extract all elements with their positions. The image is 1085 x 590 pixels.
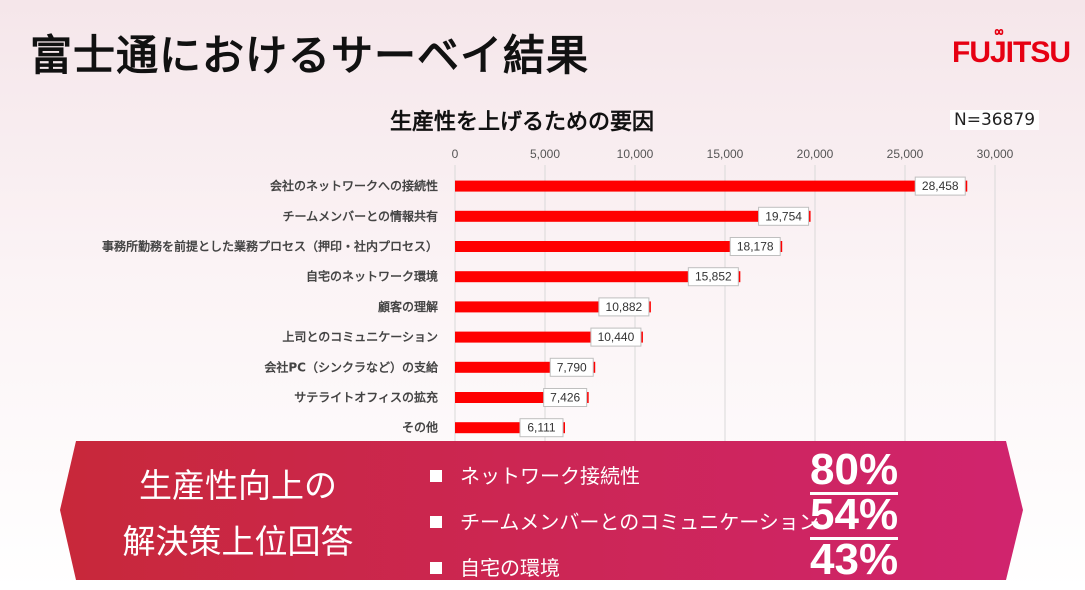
chart-title: 生産性を上げるための要因 <box>390 110 655 135</box>
data-label: 28,458 <box>922 179 959 193</box>
bar <box>455 180 968 192</box>
data-label-box <box>729 237 781 256</box>
bar <box>455 361 596 373</box>
data-label: 10,882 <box>606 300 643 314</box>
square-bullet-icon <box>430 561 442 574</box>
summary-heading-line2: 解決策上位回答 <box>122 522 354 561</box>
category-label: サテライトオフィスの拡充 <box>294 390 438 405</box>
category-label: チームメンバーとの情報共有 <box>282 208 438 223</box>
data-label: 7,426 <box>550 391 580 405</box>
summary-heading: 生産性向上の 解決策上位回答 <box>88 458 388 570</box>
data-label-box <box>549 357 594 377</box>
data-label: 6,111 <box>527 421 556 435</box>
summary-item-label: チームメンバーとのコミュニケーション <box>460 510 819 534</box>
logo-infinity-icon <box>994 28 1004 36</box>
data-label-box <box>914 176 966 196</box>
page-title: 富士通におけるサーベイ結果 <box>30 31 590 80</box>
fujitsu-logo: FUJITSU <box>952 36 1071 69</box>
data-label-box <box>519 418 564 438</box>
data-label-box <box>590 327 642 347</box>
category-label: 事務所勤務を前提とした業務プロセス（押印・社内プロセス） <box>102 239 438 254</box>
summary-banner <box>60 441 1023 580</box>
summary-percent: 54% <box>810 490 899 540</box>
category-label: その他 <box>402 420 438 435</box>
x-tick-label: 25,000 <box>887 147 924 161</box>
data-label: 10,440 <box>598 330 635 344</box>
data-label: 18,178 <box>737 240 774 254</box>
bar <box>455 392 589 403</box>
bar <box>455 241 783 252</box>
summary-item: 自宅の環境 <box>430 552 560 581</box>
x-tick-label: 10,000 <box>617 147 654 161</box>
summary-percent: 43% <box>810 535 899 585</box>
square-bullet-icon <box>430 469 442 482</box>
data-label: 7,790 <box>557 360 587 374</box>
summary-item-label: 自宅の環境 <box>460 556 560 580</box>
summary-item: チームメンバーとのコミュニケーション <box>430 506 819 535</box>
data-label-box <box>543 388 588 407</box>
data-label-box <box>758 206 810 226</box>
category-label: 自宅のネットワーク環境 <box>306 269 438 284</box>
x-tick-label: 20,000 <box>797 147 834 161</box>
x-tick-label: 30,000 <box>977 147 1014 161</box>
square-bullet-icon <box>430 515 442 528</box>
data-label: 19,754 <box>765 209 802 223</box>
data-label: 15,852 <box>695 270 732 284</box>
x-tick-label: 5,000 <box>530 147 560 161</box>
bar <box>455 210 811 222</box>
bar-chart: 0 5,000 10,000 15,000 20,000 25,000 30,000 会社のネ… <box>102 147 1014 443</box>
category-label: 会社のネットワークへの接続性 <box>270 178 438 193</box>
summary-item-label: ネットワーク接続性 <box>460 464 640 488</box>
sample-size-label: N=36879 <box>950 110 1040 130</box>
data-label-box <box>598 297 650 317</box>
summary-heading-line1: 生産性向上の <box>139 466 337 505</box>
x-tick-label: 0 <box>452 147 459 161</box>
category-label: 会社PC（シンクラなど）の支給 <box>264 359 439 374</box>
summary-percent: 80% <box>810 445 899 495</box>
data-label-box <box>687 267 739 287</box>
category-label: 顧客の理解 <box>378 299 438 314</box>
bar <box>455 301 651 313</box>
x-tick-label: 15,000 <box>707 147 744 161</box>
bar <box>455 271 741 283</box>
summary-item: ネットワーク接続性 <box>430 460 640 489</box>
category-label: 上司とのコミュニケーション <box>282 329 438 344</box>
bar <box>455 331 643 343</box>
bar <box>455 422 565 434</box>
